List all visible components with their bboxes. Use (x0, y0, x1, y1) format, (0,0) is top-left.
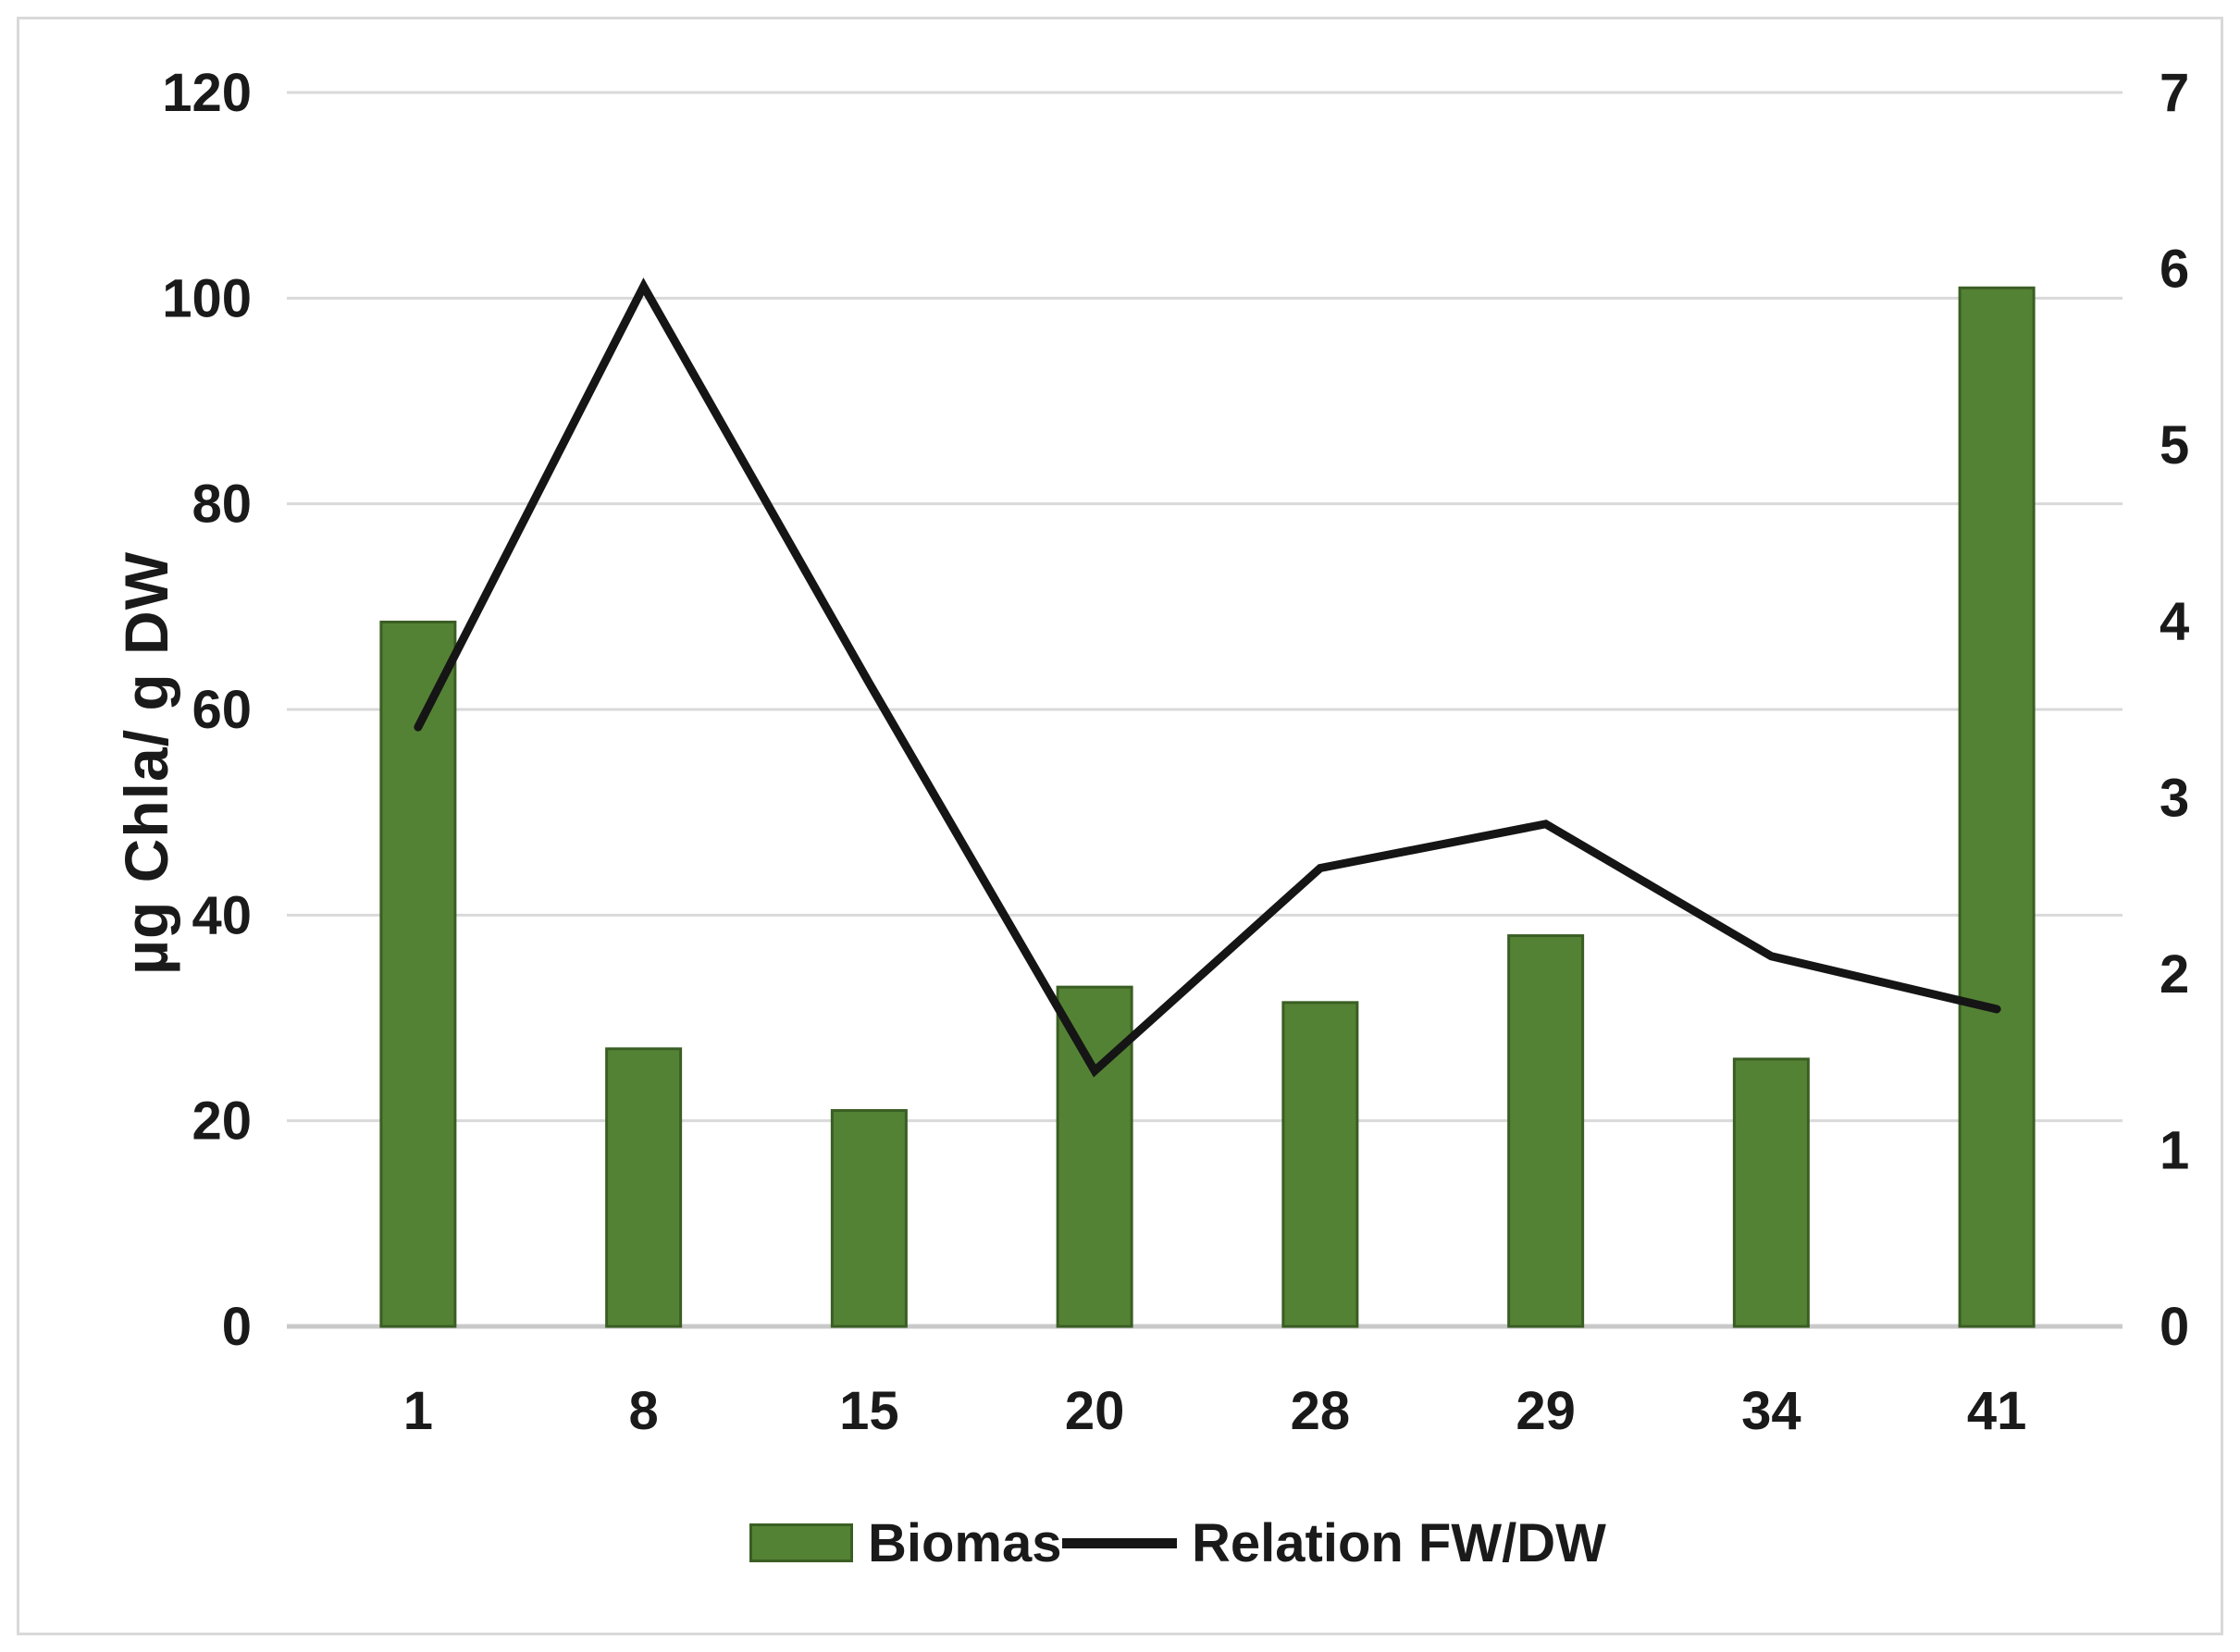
right-tick-label: 7 (2160, 63, 2189, 123)
x-tick-label: 1 (403, 1381, 433, 1441)
left-tick-label: 60 (192, 680, 252, 740)
x-tick-label: 28 (1291, 1381, 1351, 1441)
left-tick-label: 120 (162, 63, 252, 123)
biomas-bar (1732, 1057, 1810, 1328)
right-tick-label: 4 (2160, 592, 2189, 652)
biomas-bar (830, 1109, 908, 1328)
right-tick-label: 1 (2160, 1120, 2189, 1180)
x-tick-label: 8 (628, 1381, 658, 1441)
left-tick-label: 20 (192, 1091, 252, 1152)
left-tick-label: 100 (162, 268, 252, 328)
left-axis-tick-labels: 0 20 40 60 80 100 120 (162, 63, 252, 1357)
right-tick-label: 0 (2160, 1297, 2189, 1357)
x-tick-label: 15 (839, 1381, 899, 1441)
left-tick-label: 0 (222, 1297, 252, 1357)
right-tick-label: 6 (2160, 240, 2189, 300)
gridlines (287, 91, 2122, 1329)
biomas-bar (1281, 1001, 1359, 1328)
right-tick-label: 5 (2160, 415, 2189, 475)
legend-item-biomas: Biomas (749, 1512, 1062, 1573)
right-axis-tick-labels: 0 1 2 3 4 5 6 7 (2160, 63, 2189, 1357)
left-axis-title: µg Chla/ g DW (112, 551, 180, 975)
x-tick-label: 41 (1967, 1381, 2027, 1441)
left-tick-label: 40 (192, 885, 252, 945)
legend-item-relation: Relation FW/DW (1062, 1512, 1606, 1573)
legend-label-relation: Relation FW/DW (1192, 1512, 1606, 1573)
relation-line-swatch (1062, 1537, 1177, 1548)
right-tick-label: 2 (2160, 944, 2189, 1005)
biomas-swatch (749, 1523, 853, 1562)
right-tick-label: 3 (2160, 768, 2189, 828)
x-tick-label: 20 (1065, 1381, 1125, 1441)
biomas-bar (605, 1047, 683, 1328)
legend-label-biomas: Biomas (868, 1512, 1062, 1573)
biomas-bar (1958, 286, 2036, 1328)
relation-fwdw-polyline (414, 277, 2001, 1078)
left-tick-label: 80 (192, 475, 252, 535)
x-tick-label: 34 (1741, 1381, 1801, 1441)
biomas-bar (379, 621, 457, 1328)
x-axis-tick-labels: 1 8 15 20 28 29 34 41 (403, 1381, 2027, 1441)
biomas-bar (1507, 934, 1585, 1328)
biomas-bars (379, 286, 2036, 1328)
relation-fwdw-line (414, 277, 2001, 1078)
biomas-bar (1056, 985, 1133, 1328)
x-tick-label: 29 (1516, 1381, 1576, 1441)
